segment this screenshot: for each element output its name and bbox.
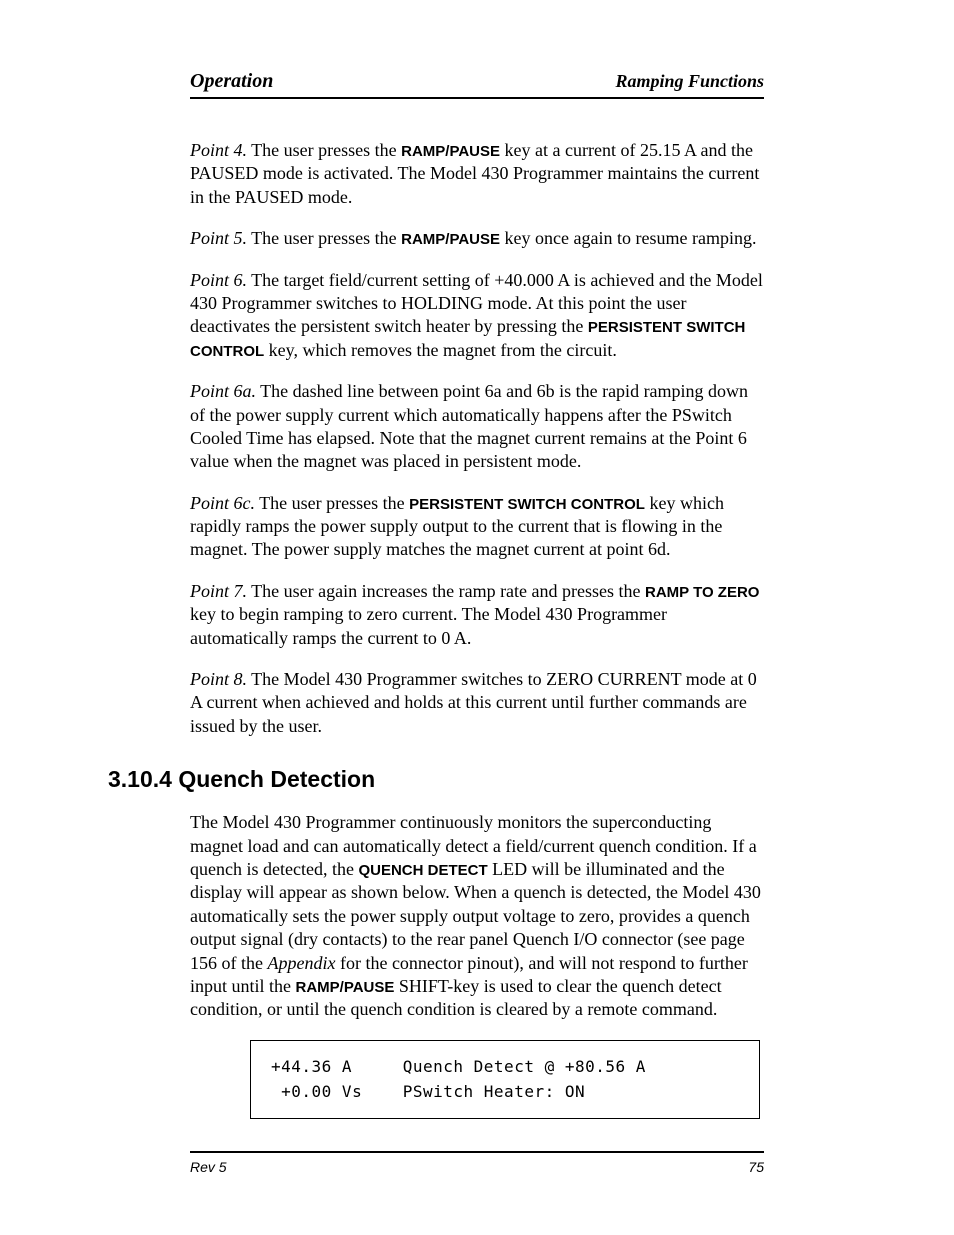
appendix-ref: Appendix [267, 953, 335, 973]
point-label: Point 7. [190, 581, 247, 601]
paragraph-point-7: Point 7. The user again increases the ra… [190, 580, 764, 650]
key-persistent-switch-control: PERSISTENT SWITCH CONTROL [409, 496, 645, 513]
text: key to begin ramping to zero current. Th… [190, 604, 667, 647]
key-ramp-pause: RAMP/PAUSE [296, 979, 395, 996]
point-label: Point 8. [190, 669, 247, 689]
lcd-display: +44.36 A Quench Detect @ +80.56 A +0.00 … [250, 1040, 760, 1120]
point-label: Point 6c. [190, 493, 255, 513]
point-label: Point 6a. [190, 381, 256, 401]
key-ramp-pause: RAMP/PAUSE [401, 143, 500, 160]
header-sub: Ramping Functions [615, 71, 764, 92]
section-heading: 3.10.4 Quench Detection [108, 766, 764, 793]
text: key, which removes the magnet from the c… [264, 340, 617, 360]
text: The user presses the [247, 228, 401, 248]
paragraph-point-6: Point 6. The target field/current settin… [190, 269, 764, 363]
point-label: Point 5. [190, 228, 247, 248]
header-title: Operation [190, 70, 273, 93]
point-label: Point 6. [190, 270, 247, 290]
text: The user presses the [255, 493, 409, 513]
key-ramp-pause: RAMP/PAUSE [401, 231, 500, 248]
footer-rev: Rev 5 [190, 1159, 227, 1175]
text: The user presses the [247, 140, 401, 160]
paragraph-point-5: Point 5. The user presses the RAMP/PAUSE… [190, 227, 764, 250]
lcd-line-2: +0.00 Vs PSwitch Heater: ON [271, 1080, 739, 1105]
key-ramp-to-zero: RAMP TO ZERO [645, 584, 759, 601]
paragraph-point-6c: Point 6c. The user presses the PERSISTEN… [190, 492, 764, 562]
text: The dashed line between point 6a and 6b … [190, 381, 748, 471]
led-quench-detect: QUENCH DETECT [358, 862, 487, 879]
paragraph-point-8: Point 8. The Model 430 Programmer switch… [190, 668, 764, 738]
point-label: Point 4. [190, 140, 247, 160]
footer-page-number: 75 [748, 1159, 764, 1175]
paragraph-point-4: Point 4. The user presses the RAMP/PAUSE… [190, 139, 764, 209]
text: The user again increases the ramp rate a… [247, 581, 645, 601]
text: The Model 430 Programmer switches to ZER… [190, 669, 757, 736]
header-bar: Operation Ramping Functions [190, 70, 764, 99]
page: Operation Ramping Functions Point 4. The… [0, 0, 954, 1235]
text: key once again to resume ramping. [500, 228, 756, 248]
section-paragraph: The Model 430 Programmer continuously mo… [190, 811, 764, 1022]
footer-bar: Rev 5 75 [190, 1151, 764, 1175]
lcd-line-1: +44.36 A Quench Detect @ +80.56 A [271, 1055, 739, 1080]
paragraph-point-6a: Point 6a. The dashed line between point … [190, 380, 764, 474]
